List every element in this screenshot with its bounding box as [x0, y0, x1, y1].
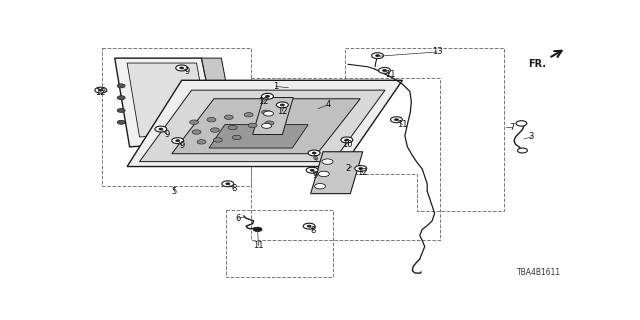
Circle shape [516, 121, 527, 126]
Text: 9: 9 [313, 171, 318, 180]
Circle shape [379, 68, 390, 73]
Circle shape [276, 102, 288, 108]
Bar [227, 210, 333, 277]
Circle shape [197, 140, 206, 144]
Text: 11: 11 [385, 70, 396, 79]
Circle shape [280, 104, 284, 106]
Text: 9: 9 [164, 130, 170, 139]
Polygon shape [127, 80, 403, 166]
Text: 13: 13 [432, 47, 442, 56]
Bar [102, 48, 251, 186]
Text: 12: 12 [277, 107, 287, 116]
Circle shape [117, 108, 125, 112]
Circle shape [345, 139, 349, 141]
Text: 11: 11 [253, 241, 264, 250]
Circle shape [310, 169, 314, 171]
Circle shape [159, 128, 163, 130]
Circle shape [262, 124, 271, 128]
Circle shape [176, 140, 180, 142]
Circle shape [390, 117, 403, 123]
Circle shape [228, 125, 237, 130]
Circle shape [95, 87, 107, 93]
Text: 9: 9 [184, 67, 189, 76]
Circle shape [226, 183, 230, 185]
Circle shape [383, 69, 387, 71]
Circle shape [376, 55, 380, 57]
Polygon shape [209, 124, 308, 148]
Text: 12: 12 [259, 97, 269, 106]
Text: TBA4B1611: TBA4B1611 [517, 268, 561, 277]
Circle shape [192, 130, 201, 134]
Text: 2: 2 [345, 164, 351, 173]
Circle shape [244, 113, 253, 117]
Polygon shape [253, 98, 293, 134]
Circle shape [232, 135, 241, 140]
Circle shape [318, 171, 329, 177]
Polygon shape [224, 136, 243, 147]
Circle shape [180, 67, 184, 69]
Circle shape [303, 223, 315, 229]
Circle shape [355, 165, 367, 172]
Text: 6: 6 [235, 214, 241, 223]
Text: 1: 1 [273, 82, 278, 91]
Text: FR.: FR. [528, 59, 547, 69]
Circle shape [518, 148, 527, 153]
Text: 12: 12 [358, 168, 368, 177]
Circle shape [253, 227, 262, 232]
Text: 9: 9 [313, 155, 318, 164]
Circle shape [155, 126, 167, 132]
Circle shape [394, 119, 399, 121]
Circle shape [117, 84, 125, 88]
Circle shape [189, 120, 198, 124]
Circle shape [306, 167, 318, 173]
Text: 4: 4 [325, 100, 331, 109]
Circle shape [265, 121, 274, 125]
Circle shape [176, 65, 188, 71]
Circle shape [322, 159, 333, 164]
Circle shape [264, 111, 273, 116]
Text: 7: 7 [509, 123, 514, 132]
Circle shape [225, 115, 233, 119]
Circle shape [117, 96, 125, 100]
Circle shape [248, 123, 257, 128]
Polygon shape [202, 58, 236, 142]
Circle shape [222, 181, 234, 187]
Text: 11: 11 [397, 120, 408, 129]
Circle shape [312, 152, 316, 154]
Circle shape [341, 137, 353, 143]
Polygon shape [115, 58, 219, 147]
Polygon shape [172, 99, 360, 154]
Text: 12: 12 [95, 88, 106, 97]
Circle shape [372, 53, 383, 59]
Circle shape [213, 138, 222, 142]
Text: 5: 5 [172, 187, 177, 196]
Circle shape [117, 120, 125, 124]
Circle shape [315, 184, 326, 189]
Circle shape [308, 150, 320, 156]
Polygon shape [310, 152, 363, 194]
Polygon shape [220, 120, 239, 131]
Circle shape [211, 128, 220, 132]
Text: 8: 8 [310, 226, 316, 235]
Polygon shape [228, 151, 248, 162]
Circle shape [266, 95, 269, 97]
Circle shape [359, 167, 363, 170]
Text: 10: 10 [342, 140, 353, 149]
Circle shape [307, 225, 311, 227]
Circle shape [99, 89, 103, 91]
Text: 8: 8 [231, 184, 236, 193]
Circle shape [262, 110, 271, 115]
Circle shape [172, 138, 184, 144]
Circle shape [207, 117, 216, 122]
Polygon shape [140, 90, 385, 162]
Text: 9: 9 [179, 141, 184, 150]
Polygon shape [127, 63, 209, 137]
Text: 3: 3 [529, 132, 534, 141]
Circle shape [262, 93, 273, 99]
